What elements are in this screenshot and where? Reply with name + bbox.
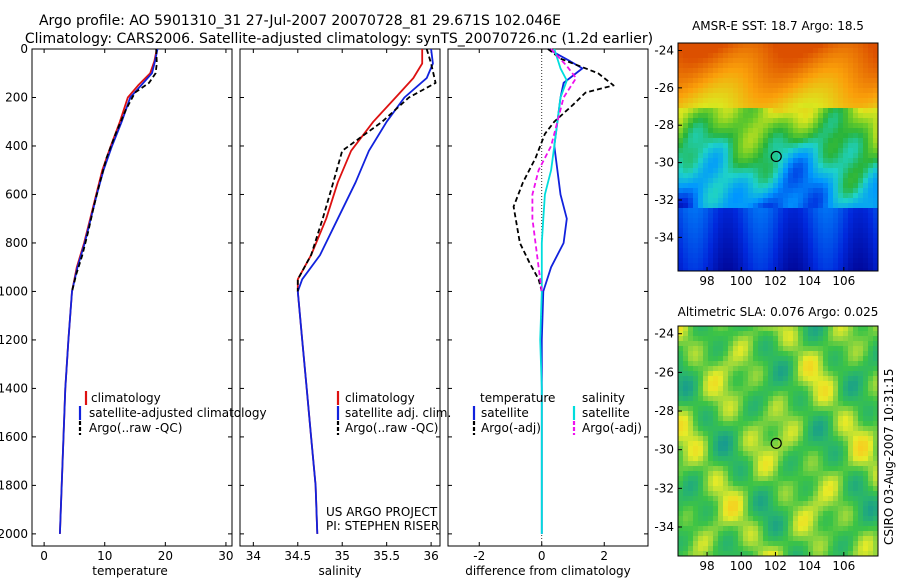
y-tick-label: 800 [5,236,28,250]
x-tick-label: 35 [335,549,350,563]
y-tick-label: 2000 [0,527,28,541]
difference-x-label: difference from climatology [465,564,631,578]
temperature-plot: 0 10 20 30 0 200 400 600 800 1000 1200 1400 1600 1800… [0,42,234,563]
y-tick-label: 1000 [0,284,28,298]
series-line-temperature-satellite [540,48,584,534]
y-tick-label: -34 [654,520,674,534]
difference-legend: temperature satellite Argo(-adj) salinit… [472,391,642,435]
y-tick-label: 600 [5,187,28,201]
temperature-x-label: temperature [92,564,167,578]
y-tick-label: -30 [654,156,674,170]
project-credit: US ARGO PROJECT [326,505,438,519]
salinity-plot: 34 34.5 35 35.5 36 [240,48,440,563]
x-tick-label: 30 [218,549,233,563]
x-tick-label: 10 [97,549,112,563]
y-tick-label: -32 [654,481,674,495]
x-tick-label: 100 [730,274,753,288]
series-line-satellite-adjusted-climatology [59,48,159,534]
argo-float-marker [770,150,782,163]
x-tick-label: 104 [798,559,821,573]
series-line-argo-raw-qc [71,48,158,292]
y-tick-label: -28 [654,404,674,418]
sst-map-axes: 98 100 102 104 106 -24 -26 -28 -30 -32 -34 [654,43,855,288]
x-tick-label: 0 [40,549,48,563]
x-tick-label: -2 [473,549,485,563]
y-tick-label: 1400 [0,381,28,395]
legend-label-satellite: satellite-adjusted climatology [89,406,267,420]
x-tick-label: 98 [699,559,714,573]
difference-plot: -2 0 2 [448,48,648,563]
sla-map-frame [677,325,879,557]
timestamp: CSIRO 03-Aug-2007 10:31:15 [882,369,896,545]
salinity-legend: climatology satellite adj. clim. Argo(..… [336,391,451,435]
salinity-x-label: salinity [318,564,361,578]
y-tick-label: 1200 [0,333,28,347]
y-tick-label: -24 [654,327,674,341]
salinity-axes [239,48,441,547]
y-tick-label: 0 [20,42,28,56]
x-tick-label: 34.5 [284,549,311,563]
sst-map [678,43,878,271]
legend-label-climatology: climatology [91,391,161,405]
y-tick-label: -28 [654,118,674,132]
series-line-salinity-satellite [539,48,568,534]
sst-map-frame [677,42,879,272]
sla-map [678,326,878,556]
legend-label-temperature-argo: Argo(-adj) [481,421,541,435]
y-tick-label: 200 [5,90,28,104]
x-tick-label: 34 [246,549,261,563]
legend-label-salinity-argo: Argo(-adj) [582,421,642,435]
x-tick-label: 20 [158,549,173,563]
temperature-axes [31,48,233,547]
series-line-climatology [59,48,158,534]
legend-group-salinity: salinity [582,391,625,405]
legend-label-salinity-satellite: satellite [582,406,630,420]
y-tick-label: 400 [5,139,28,153]
y-tick-label: -30 [654,443,674,457]
pi-credit: PI: STEPHEN RISER [326,519,439,533]
sla-map-title: Altimetric SLA: 0.076 Argo: 0.025 [678,305,879,319]
x-tick-label: 0 [538,549,546,563]
sla-map-axes: 98 100 102 104 106 -24 -26 -28 -30 -32 -34 [654,327,855,573]
series-line-satellite-adj-clim [296,48,434,534]
figure-title: Argo profile: AO 5901310_31 27-Jul-2007 … [39,13,561,29]
temperature-legend: climatology satellite-adjusted climatolo… [78,391,267,435]
x-tick-label: 106 [832,274,855,288]
series-line-argo-raw-qc [296,48,437,292]
x-tick-label: 2 [600,549,608,563]
y-tick-label: -32 [654,193,674,207]
y-tick-label: -26 [654,365,674,379]
x-tick-label: 102 [764,559,787,573]
y-tick-label: 1600 [0,430,28,444]
x-tick-label: 100 [730,559,753,573]
y-tick-label: -26 [654,81,674,95]
legend-label-satellite: satellite adj. clim. [345,406,451,420]
y-tick-label: 1800 [0,478,28,492]
x-tick-label: 35.5 [373,549,400,563]
figure-subtitle: Climatology: CARS2006. Satellite-adjuste… [25,31,653,47]
sst-map-title: AMSR-E SST: 18.7 Argo: 18.5 [692,19,864,33]
legend-label-argo: Argo(..raw -QC) [89,421,182,435]
x-tick-label: 106 [832,559,855,573]
legend-label-temperature-satellite: satellite [481,406,529,420]
x-tick-label: 102 [764,274,787,288]
series-line-salinity-argo-adj [531,48,577,292]
x-tick-label: 104 [798,274,821,288]
series-line-temperature-argo-adj [512,48,615,292]
legend-group-temperature: temperature [480,391,555,405]
difference-axes [447,48,649,547]
legend-label-argo: Argo(..raw -QC) [345,421,438,435]
x-tick-label: 36 [423,549,438,563]
series-line-climatology [296,49,424,534]
x-tick-label: 98 [699,274,714,288]
y-tick-label: -24 [654,43,674,57]
argo-float-marker [770,437,782,449]
y-tick-label: -34 [654,230,674,244]
legend-label-climatology: climatology [345,391,415,405]
